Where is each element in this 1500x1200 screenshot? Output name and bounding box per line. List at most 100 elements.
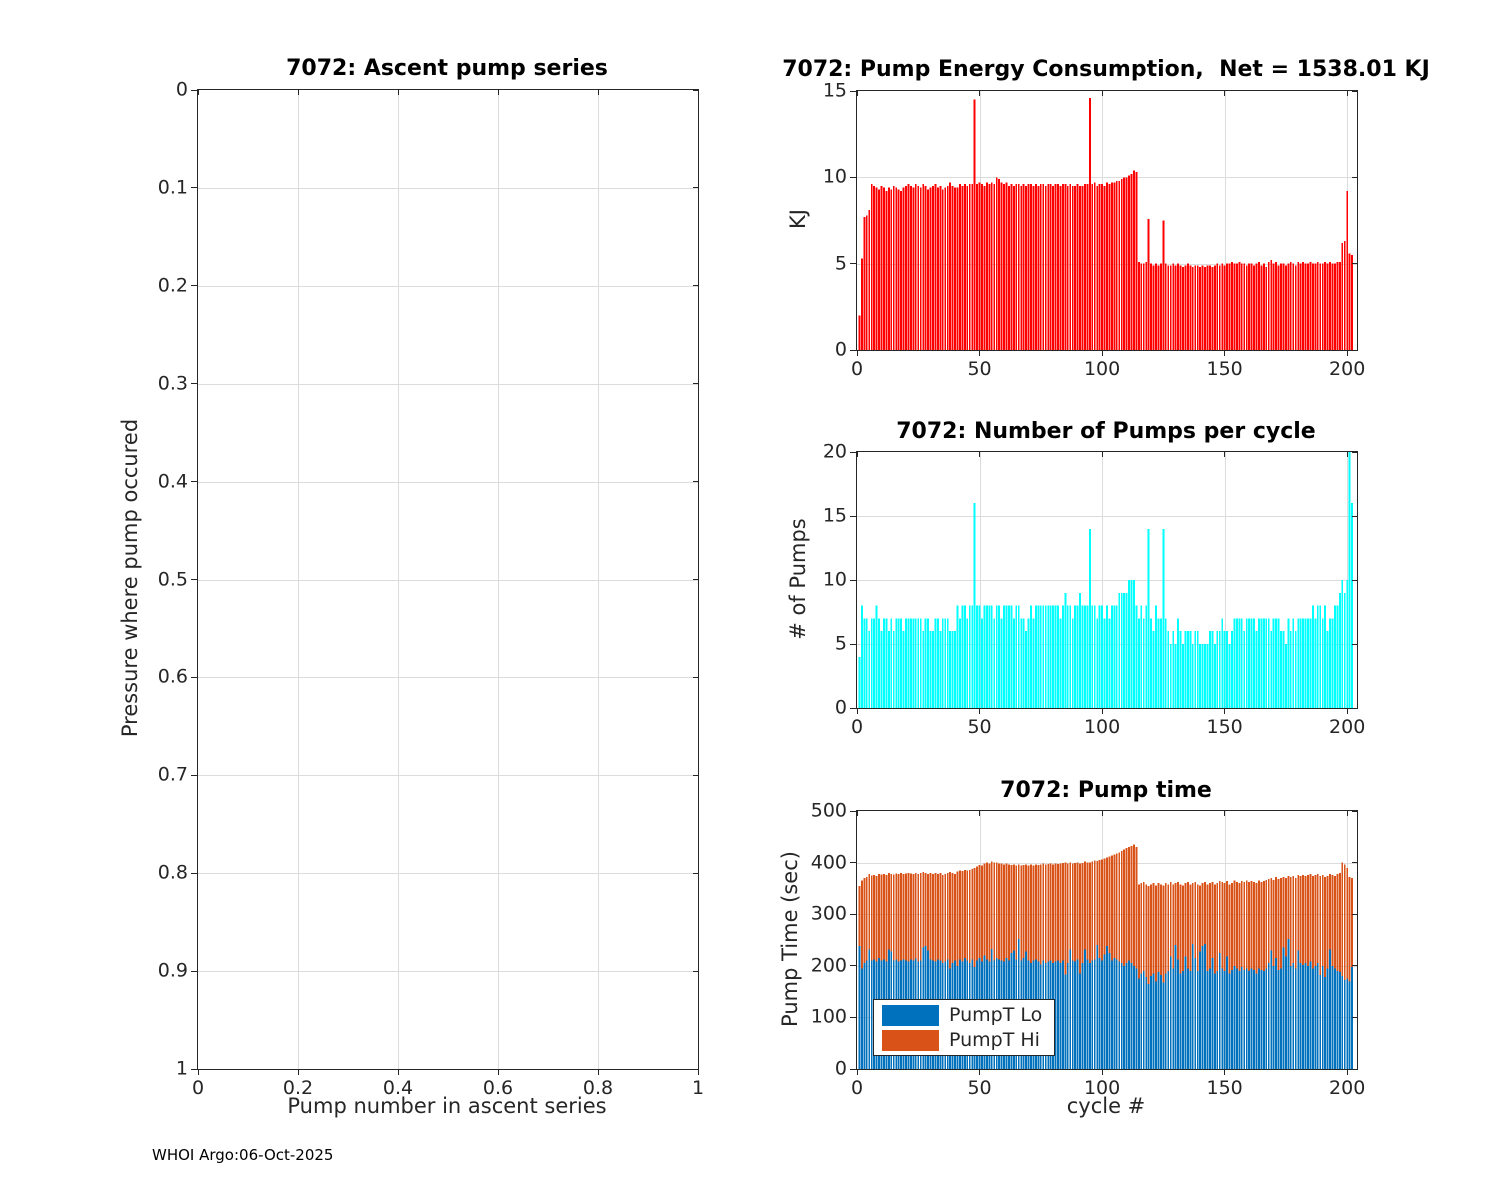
x-gridline [1224,91,1226,350]
y-tick-mark [850,1016,856,1018]
y-tick-mark [1352,862,1357,864]
x-tick-mark [856,452,858,457]
x-tick-mark [1101,452,1103,457]
y-tick-label: 10 [822,165,847,188]
y-tick-mark [1352,349,1357,351]
y-tick-mark [1352,176,1357,178]
y-tick-mark [191,1068,197,1070]
y-tick-mark [850,1068,856,1070]
x-tick-mark [497,1069,499,1075]
y-tick-mark [191,383,197,385]
y-tick-mark [693,89,698,91]
x-tick-mark [397,90,399,95]
x-tick-label: 150 [1206,716,1243,738]
energy-plot-title: 7072: Pump Energy Consumption, Net = 153… [782,57,1430,82]
x-tick-label: 0 [850,1077,864,1099]
y-tick-label: 10 [822,568,847,591]
y-tick-label: 15 [822,79,847,102]
x-tick-label: 100 [1083,1077,1121,1099]
x-tick-mark [979,811,981,816]
y-tick-mark [850,862,856,864]
ascent-bars-layer [198,90,698,1069]
y-tick-mark [191,187,197,189]
y-tick-label: 0.5 [157,568,188,591]
x-tick-label: 150 [1206,1077,1243,1099]
legend: PumpT Lo PumpT Hi [873,999,1056,1056]
y-tick-mark [191,872,197,874]
x-tick-mark [979,452,981,457]
y-tick-mark [1352,965,1357,967]
y-tick-mark [1352,90,1357,92]
x-tick-mark [1101,708,1103,714]
y-tick-label: 0.7 [157,763,188,786]
x-tick-label: 1 [691,1077,705,1099]
x-tick-mark [297,90,299,95]
y-gridline [198,579,698,581]
y-tick-mark [850,263,856,265]
y-gridline [198,383,698,385]
pumpt-lo-label: PumpT Lo [949,1004,1043,1026]
x-tick-label: 0.4 [382,1077,414,1099]
ascent-plot-area: 0 0.2 0.4 0.6 0.8 1 0 0.1 0.2 0.3 0.4 0.5 0.6 0.7 0.8 0… [158,79,704,1099]
y-tick-label: 15 [822,504,847,527]
x-tick-mark [979,91,981,96]
x-tick-label: 100 [1083,358,1121,380]
x-tick-mark [597,90,599,95]
y-gridline [198,187,698,189]
ascent-plot-title: 7072: Ascent pump series [286,56,608,81]
y-tick-mark [1352,579,1357,581]
y-tick-mark [1352,451,1357,453]
x-tick-label: 150 [1206,358,1243,380]
y-tick-mark [191,676,197,678]
y-tick-mark [693,1068,698,1070]
y-tick-label: 0.6 [157,665,188,688]
x-tick-label: 50 [967,716,992,738]
x-tick-mark [1346,811,1348,816]
y-tick-mark [1352,913,1357,915]
y-tick-label: 0.9 [157,959,188,982]
y-gridline [198,775,698,777]
y-tick-mark [1352,1068,1357,1070]
y-tick-label: 0 [834,696,847,719]
y-tick-label: 0.1 [157,176,188,199]
x-tick-mark [1346,708,1348,714]
x-tick-mark [1101,350,1103,356]
y-gridline [198,481,698,483]
x-tick-mark [1346,350,1348,356]
x-tick-mark [1224,350,1226,356]
y-tick-label: 100 [810,1005,847,1028]
x-tick-mark [979,350,981,356]
x-tick-label: 0 [850,716,864,738]
x-tick-label: 50 [967,358,992,380]
x-tick-mark [1224,91,1226,96]
pumpt-hi-swatch [882,1029,939,1051]
y-tick-mark [1352,515,1357,517]
x-tick-label: 0.8 [582,1077,614,1099]
y-tick-mark [1352,810,1357,812]
x-tick-mark [1101,1069,1103,1075]
x-tick-label: 200 [1329,1077,1366,1099]
y-tick-mark [850,965,856,967]
x-tick-mark [297,1069,299,1075]
y-tick-label: 200 [810,954,847,977]
y-tick-label: 300 [810,902,847,925]
x-tick-mark [697,90,699,95]
ascent-xlabel: Pump number in ascent series [287,1094,607,1118]
x-tick-mark [1346,1069,1348,1075]
x-tick-mark [1224,1069,1226,1075]
y-tick-mark [191,774,197,776]
y-tick-mark [693,481,698,483]
x-tick-mark [197,1069,199,1075]
y-tick-mark [1352,263,1357,265]
y-tick-mark [850,515,856,517]
y-gridline [198,677,698,679]
x-tick-mark [856,811,858,816]
x-tick-mark [856,1069,858,1075]
legend-row-pumpt-hi: PumpT Hi [882,1029,1042,1051]
x-tick-mark [1346,452,1348,457]
pumps-bars-layer [858,452,1354,708]
x-tick-label: 0.2 [282,1077,314,1099]
x-tick-label: 0 [191,1077,205,1099]
x-tick-mark [979,1069,981,1075]
